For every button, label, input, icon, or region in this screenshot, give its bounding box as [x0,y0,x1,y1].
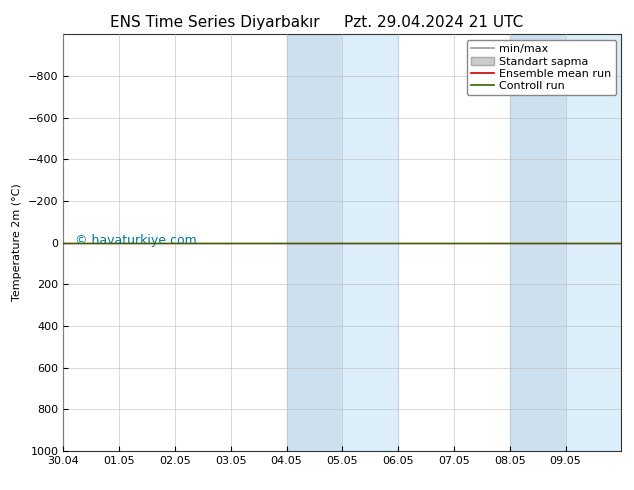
Text: ENS Time Series Diyarbakır     Pzt. 29.04.2024 21 UTC: ENS Time Series Diyarbakır Pzt. 29.04.20… [110,15,524,30]
Y-axis label: Temperature 2m (°C): Temperature 2m (°C) [13,184,22,301]
Text: © havaturkiye.com: © havaturkiye.com [75,234,197,247]
Bar [342,34,398,451]
Bar [566,34,621,451]
Legend: min/max, Standart sapma, Ensemble mean run, Controll run: min/max, Standart sapma, Ensemble mean r… [467,40,616,96]
Bar [287,34,342,451]
Bar [510,34,566,451]
